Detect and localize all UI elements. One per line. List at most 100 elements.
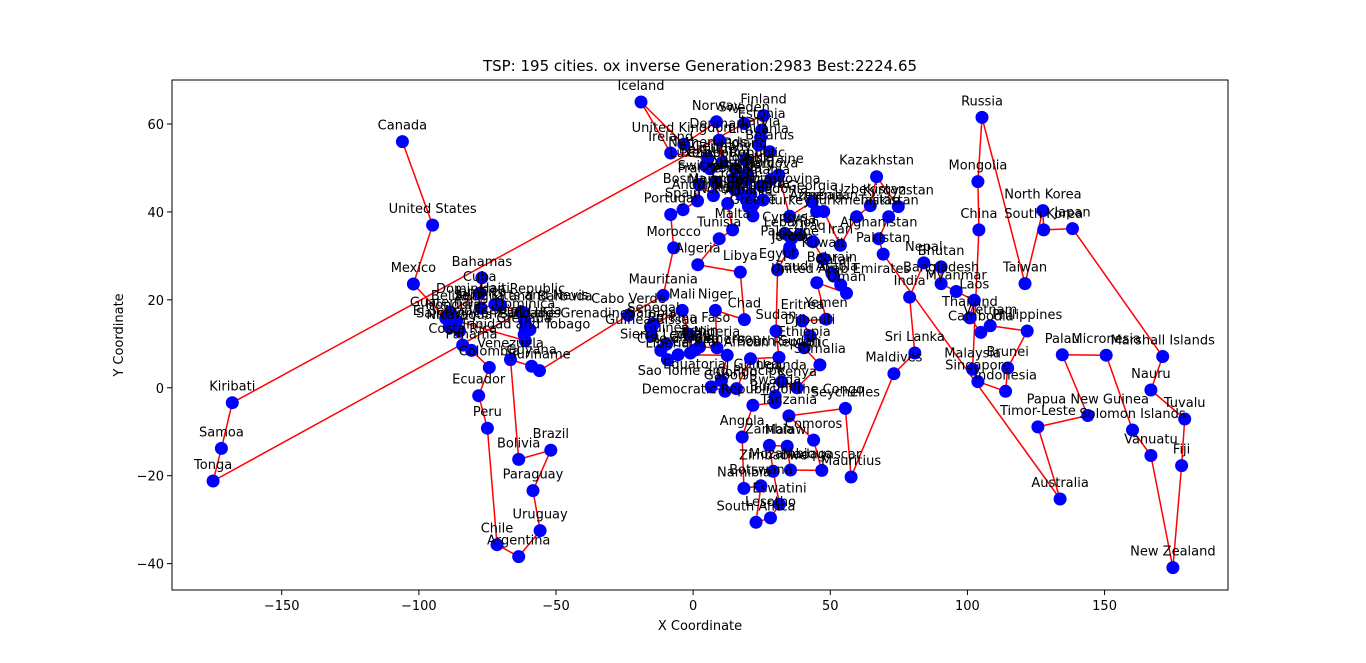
city-label-guatemala: Guatemala (410, 295, 482, 310)
city-marker-malawi (780, 439, 794, 453)
city-marker-burkina-faso (682, 327, 696, 341)
city-marker-haiti (488, 298, 502, 312)
y-tick-label: 20 (147, 294, 164, 309)
city-label-tanzania: Tanzania (760, 393, 818, 408)
city-label-belarus: Belarus (745, 129, 794, 144)
city-label-montenegro: Montenegro (707, 177, 785, 192)
city-label-fiji: Fiji (1173, 443, 1190, 458)
city-label-united-states: United States (389, 202, 477, 217)
city-label-nepal: Nepal (905, 240, 943, 255)
city-label-iran: Iran (828, 222, 853, 237)
city-marker-marshall-islands (1156, 350, 1170, 363)
city-label-madagascar: Madagascar (782, 447, 862, 462)
city-marker-sudan (769, 324, 783, 338)
city-marker-germany (715, 156, 729, 170)
city-label-uruguay: Uruguay (512, 508, 568, 523)
city-marker-honduras (450, 314, 464, 328)
city-marker-canada (395, 135, 409, 149)
city-label-cambodia: Cambodia (948, 309, 1014, 324)
city-label-turkmenistan: Turkmenistan (812, 194, 901, 209)
city-label-qatar: Qatar (815, 253, 852, 268)
city-label-brazil: Brazil (533, 427, 569, 442)
city-marker-iran (833, 238, 847, 252)
city-marker-kuwait (816, 252, 830, 266)
city-marker-poland (739, 153, 752, 167)
city-marker-portugal (664, 208, 678, 221)
city-label-palau: Palau (1045, 332, 1080, 347)
city-marker-congo (730, 382, 743, 396)
city-label-tonga: Tonga (193, 458, 232, 473)
city-marker-iceland (634, 95, 648, 109)
city-marker-papua-new-guinea (1081, 409, 1095, 422)
city-marker-cote-d-ivoire (671, 348, 685, 362)
city-label-costa-rica: Costa Rica (428, 322, 497, 337)
city-label-somalia: Somalia (794, 342, 846, 357)
city-label-barbados: Barbados (499, 307, 561, 322)
city-marker-myanmar (949, 285, 963, 298)
city-label-croatia: Croatia (711, 167, 758, 182)
city-label-italy: Italy (714, 181, 743, 196)
city-marker-moldova (764, 172, 778, 186)
city-marker-malta (726, 223, 740, 237)
city-label-chad: Chad (728, 297, 762, 312)
city-label-senegal: Senegal (627, 301, 679, 316)
city-label-turkey: Turkey (768, 193, 812, 208)
city-marker-mauritius (844, 470, 858, 484)
city-label-singapore: Singapore (945, 359, 1011, 374)
city-label-norway: Norway (692, 99, 742, 114)
city-label-gabon: Gabon (704, 368, 747, 383)
city-label-bolivia: Bolivia (497, 436, 540, 451)
city-marker-solomon-islands (1126, 423, 1139, 437)
city-label-algeria: Algeria (675, 242, 721, 257)
city-label-gambia: Gambia (626, 306, 677, 321)
city-label-slovenia: Slovenia (707, 162, 762, 177)
city-label-panama: Panama (445, 327, 497, 342)
city-marker-mali (675, 303, 689, 317)
city-marker-chile (490, 538, 504, 552)
city-label-namibia: Namibia (717, 465, 771, 480)
city-label-el-salvador: El Salvador (413, 304, 487, 319)
city-marker-tanzania (782, 409, 796, 423)
city-label-ireland: Ireland (648, 130, 693, 145)
city-marker-central-african-republic (744, 352, 757, 366)
city-marker-peru (480, 421, 494, 435)
city-label-north-macedonia: North Macedonia (697, 182, 808, 197)
city-marker-grenada (517, 328, 531, 342)
city-marker-afghanistan (872, 232, 886, 246)
city-marker-namibia (737, 481, 751, 495)
city-marker-andorra (691, 194, 704, 208)
x-tick-label: 150 (1092, 599, 1117, 614)
city-marker-taiwan (1018, 277, 1032, 291)
city-label-south-africa: South Africa (717, 499, 796, 514)
city-marker-maldives (887, 367, 901, 381)
city-label-kiribati: Kiribati (209, 380, 255, 395)
chart-title: TSP: 195 cities. ox inverse Generation:2… (482, 57, 917, 75)
city-label-estonia: Estonia (738, 107, 786, 122)
city-marker-czech-republic (729, 162, 743, 176)
city-label-saint-lucia: Saint Lucia (490, 304, 561, 319)
city-label-cameroon: Cameroon (694, 332, 761, 347)
city-marker-croatia (728, 183, 742, 196)
city-label-netherlands: Netherlands (668, 136, 747, 151)
city-label-morocco: Morocco (646, 225, 700, 240)
city-label-cabo-verde: Cabo Verde (591, 292, 666, 307)
city-marker-belarus (763, 145, 777, 159)
city-markers (206, 95, 1192, 575)
city-label-burundi: Burundi (750, 380, 801, 395)
x-tick-label: 100 (955, 599, 980, 614)
y-tick-label: −20 (137, 470, 164, 485)
city-marker-new-zealand (1166, 561, 1180, 575)
city-marker-eritrea (795, 314, 809, 328)
city-marker-turkmenistan (850, 210, 864, 224)
city-marker-china (972, 223, 986, 237)
city-label-saudi-arabia: Saudi Arabia (776, 260, 859, 275)
city-marker-mexico (406, 277, 420, 291)
city-marker-tunisia (712, 232, 726, 246)
city-label-china: China (960, 207, 997, 222)
city-label-burkina-faso: Burkina Faso (647, 311, 730, 326)
city-marker-mongolia (971, 175, 985, 189)
city-label-albania: Albania (724, 184, 773, 199)
city-marker-hungary (740, 173, 754, 187)
city-marker-japan (1066, 222, 1079, 236)
city-marker-norway (710, 115, 723, 129)
